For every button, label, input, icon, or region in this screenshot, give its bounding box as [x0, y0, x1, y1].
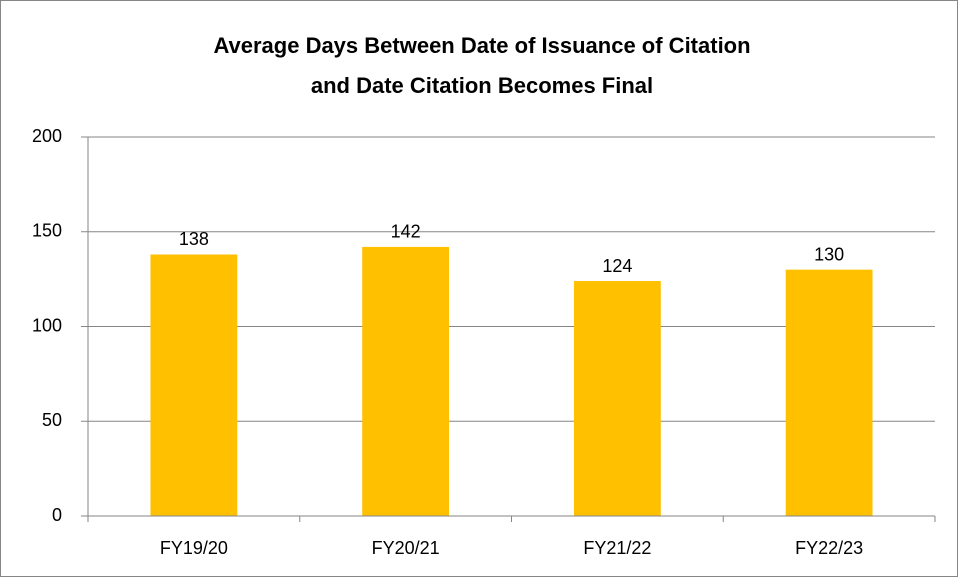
data-label: 142 [391, 222, 421, 242]
y-tick-label: 100 [32, 315, 62, 335]
data-label: 124 [602, 256, 632, 276]
x-tick-label: FY21/22 [583, 538, 651, 558]
data-label: 138 [179, 229, 209, 249]
y-tick-label: 200 [32, 126, 62, 146]
x-tick-label: FY19/20 [160, 538, 228, 558]
x-tick-label: FY22/23 [795, 538, 863, 558]
y-tick-label: 50 [42, 410, 62, 430]
bar [150, 254, 238, 517]
x-tick-label: FY20/21 [372, 538, 440, 558]
y-tick-label: 0 [52, 505, 62, 525]
data-label: 130 [814, 244, 844, 264]
chart-title: and Date Citation Becomes Final [311, 73, 653, 98]
y-tick-label: 150 [32, 221, 62, 241]
bar [573, 281, 661, 516]
bar [785, 269, 873, 516]
chart-title: Average Days Between Date of Issuance of… [213, 33, 750, 58]
bar [362, 246, 450, 516]
